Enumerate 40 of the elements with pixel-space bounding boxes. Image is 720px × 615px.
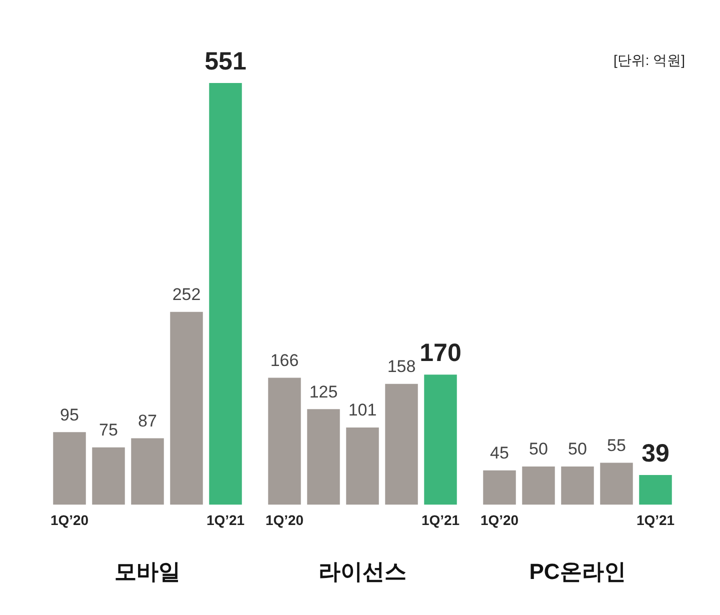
data-label: 50 bbox=[529, 440, 548, 459]
bar bbox=[561, 466, 594, 505]
bar bbox=[522, 466, 555, 505]
bar bbox=[639, 474, 672, 505]
data-label: 252 bbox=[172, 285, 201, 304]
bar bbox=[346, 427, 379, 505]
bar bbox=[53, 432, 86, 505]
bar bbox=[385, 384, 418, 505]
x-tick-label: 1Q’21 bbox=[636, 512, 675, 528]
data-label: 101 bbox=[348, 400, 377, 420]
data-label: 551 bbox=[204, 47, 246, 76]
data-label: 39 bbox=[642, 439, 670, 468]
text: [단위: 억원] bbox=[613, 52, 685, 70]
x-axis-title: PC온라인 bbox=[529, 558, 626, 584]
bar bbox=[209, 83, 242, 505]
bar bbox=[131, 438, 164, 505]
data-label: 45 bbox=[490, 444, 509, 463]
x-tick-label: 1Q’20 bbox=[265, 512, 304, 528]
data-label: 125 bbox=[309, 382, 338, 402]
x-tick-label: 1Q’20 bbox=[480, 512, 519, 528]
data-label: 75 bbox=[99, 420, 118, 440]
x-axis-title: 라이선스 bbox=[318, 558, 406, 584]
data-label: 95 bbox=[60, 405, 79, 424]
bar bbox=[268, 378, 301, 505]
bar bbox=[424, 374, 457, 505]
bar bbox=[600, 462, 633, 505]
bar bbox=[307, 409, 340, 505]
data-label: 158 bbox=[387, 357, 416, 376]
x-tick-label: 1Q’21 bbox=[206, 512, 245, 528]
bar bbox=[92, 447, 125, 505]
x-tick-label: 1Q’21 bbox=[421, 512, 460, 528]
x-axis-title: 모바일 bbox=[114, 558, 180, 584]
data-label: 166 bbox=[270, 350, 299, 370]
data-label: 50 bbox=[568, 440, 587, 459]
data-label: 87 bbox=[138, 411, 157, 430]
bar bbox=[483, 470, 516, 505]
data-label: 170 bbox=[420, 339, 462, 368]
data-label: 55 bbox=[607, 436, 626, 455]
x-tick-label: 1Q’20 bbox=[50, 512, 89, 528]
bar bbox=[170, 312, 203, 505]
